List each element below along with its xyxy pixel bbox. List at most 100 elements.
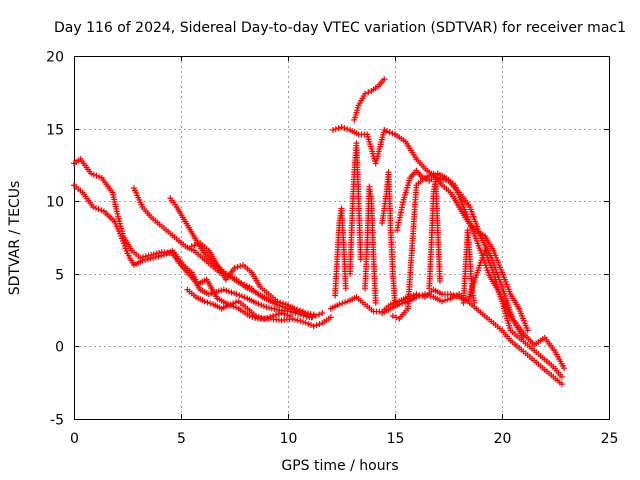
data-point: [421, 291, 428, 298]
data-point: [188, 243, 195, 250]
data-point: [150, 254, 157, 261]
data-point: [419, 292, 426, 299]
data-point: [294, 306, 301, 313]
data-point: [341, 125, 348, 132]
y-tick-label: 10: [46, 195, 64, 211]
data-point: [381, 127, 388, 134]
data-point: [383, 128, 390, 135]
data-point: [236, 292, 243, 299]
plot-frame: [74, 56, 610, 420]
data-point: [258, 302, 265, 309]
data-point: [90, 204, 97, 211]
data-point: [299, 318, 306, 325]
data-point: [231, 264, 238, 271]
data-point: [246, 312, 253, 319]
data-point: [255, 313, 262, 320]
y-tick-label: 20: [46, 50, 64, 66]
data-point: [327, 314, 334, 321]
data-point: [158, 252, 165, 259]
data-point: [297, 307, 304, 314]
data-point: [427, 293, 434, 300]
data-point: [399, 300, 406, 307]
data-point: [238, 293, 245, 300]
data-point: [235, 279, 242, 286]
data-point: [386, 129, 393, 136]
data-point: [308, 314, 315, 321]
data-point: [230, 300, 237, 307]
data-point: [277, 299, 284, 306]
data-point: [392, 299, 398, 306]
data-point: [520, 334, 527, 341]
data-point: [444, 296, 451, 303]
data-point: [144, 256, 151, 263]
data-point: [93, 172, 100, 179]
data-point: [275, 310, 282, 317]
data-point: [237, 263, 244, 270]
x-tick-label: 10: [280, 431, 298, 447]
data-point: [357, 256, 364, 263]
data-point: [260, 303, 267, 310]
axis-ticks: [74, 56, 610, 420]
data-point: [313, 322, 320, 329]
data-point: [338, 124, 345, 131]
data-point: [372, 299, 379, 306]
data-point: [194, 241, 201, 248]
data-point: [342, 299, 349, 306]
data-point: [274, 298, 281, 305]
data-point: [241, 281, 248, 288]
data-point: [252, 299, 259, 306]
data-point: [302, 319, 309, 326]
data-point: [255, 300, 262, 307]
data-point: [310, 323, 317, 330]
data-point: [389, 312, 396, 319]
data-point: [243, 282, 250, 289]
data-point: [96, 173, 103, 180]
data-point: [238, 280, 245, 287]
data-point: [339, 300, 346, 307]
data-point: [362, 90, 369, 97]
data-point: [335, 125, 342, 132]
data-point: [297, 317, 304, 324]
data-point: [147, 255, 154, 262]
data-point: [201, 298, 208, 305]
data-point: [90, 171, 97, 178]
data-point: [142, 257, 149, 264]
data-point: [232, 299, 239, 306]
data-point: [276, 302, 283, 309]
data-point: [558, 373, 565, 380]
y-tick-label: 0: [55, 340, 64, 356]
data-point: [423, 176, 430, 183]
data-point: [241, 294, 248, 301]
data-point: [98, 207, 105, 214]
data-point: [267, 313, 274, 320]
data-point: [316, 321, 323, 328]
data-point: [278, 310, 285, 317]
data-point: [416, 293, 423, 300]
data-point: [92, 205, 99, 212]
y-axis-title: SDTVAR / TECUs: [7, 181, 23, 296]
data-point: [396, 301, 403, 308]
y-tick-label: 5: [55, 268, 64, 284]
data-point: [558, 381, 565, 388]
data-point: [95, 206, 102, 213]
x-tick-label: 15: [387, 431, 405, 447]
data-point: [413, 294, 420, 301]
data-point: [272, 311, 279, 318]
data-point: [270, 312, 277, 319]
data-point: [295, 310, 302, 317]
data-point: [294, 317, 301, 324]
data-point: [292, 310, 299, 317]
data-point: [561, 365, 568, 372]
x-tick-label: 25: [601, 431, 619, 447]
data-point: [381, 76, 388, 83]
data-point: [336, 301, 343, 308]
y-tick-label: -5: [50, 413, 64, 429]
data-point: [88, 170, 95, 177]
data-point: [308, 321, 315, 328]
y-tick-labels: -5 0 5 10 15 20: [46, 50, 64, 429]
data-point: [287, 312, 294, 319]
data-point: [419, 174, 426, 181]
data-point: [227, 301, 234, 308]
data-point: [316, 311, 323, 318]
